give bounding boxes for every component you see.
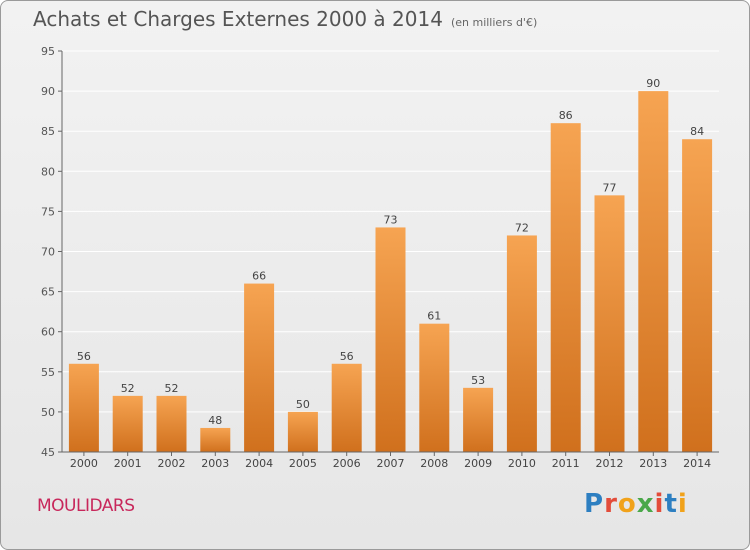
x-tick-label: 2010 [508,457,536,470]
logo-letter: o [617,489,637,519]
bar-2011 [550,123,581,453]
bar-2014 [682,139,713,452]
bar-2009 [463,387,494,452]
bar-2010 [506,235,537,452]
y-tick-label: 80 [41,165,55,178]
bar-2008 [419,323,450,452]
y-tick-label: 55 [41,366,55,379]
data-label: 56 [340,350,354,363]
x-tick-label: 2000 [70,457,98,470]
data-label: 53 [471,374,485,387]
bar-2013 [638,91,669,452]
x-tick-label: 2004 [245,457,273,470]
chart-title: Achats et Charges Externes 2000 à 2014 (e… [33,7,537,31]
data-label: 86 [559,109,573,122]
data-label: 50 [296,398,310,411]
bar-2006 [331,363,362,452]
title-text: Achats et Charges Externes 2000 à 2014 [33,7,443,31]
unit-label: (en milliers d'€) [450,16,538,29]
x-tick-label: 2002 [158,457,186,470]
x-tick-label: 2005 [289,457,317,470]
y-tick-label: 60 [41,326,55,339]
x-tick-label: 2003 [201,457,229,470]
bar-2000 [68,363,99,452]
x-tick-label: 2006 [333,457,361,470]
bar-2003 [200,427,231,452]
place-name: MOULIDARS [37,496,135,516]
x-tick-label: 2009 [464,457,492,470]
proxiti-logo[interactable]: Proxiti [584,489,688,519]
data-label: 61 [427,310,441,323]
x-tick-label: 2014 [683,457,711,470]
axes [58,50,719,456]
bar-2002 [156,395,187,452]
data-label: 77 [603,181,617,194]
data-label: 48 [208,414,222,427]
logo-letter: x [636,489,655,519]
y-tick-label: 45 [41,446,55,459]
data-label: 72 [515,221,529,234]
labels: 45 50 55 60 65 70 75 80 85 90 95 56 2000 52 2001 52 2002… [41,45,711,470]
y-tick-label: 85 [41,125,55,138]
bar-2012 [594,195,625,453]
logo-letter: P [584,489,605,519]
y-tick-label: 50 [41,406,55,419]
bar-2005 [287,411,318,452]
y-tick-label: 95 [41,45,55,58]
bar-2007 [375,227,406,452]
bar-2001 [112,395,143,452]
data-label: 90 [646,77,660,90]
bar-2004 [244,283,275,452]
data-label: 73 [384,213,398,226]
y-tick-label: 70 [41,246,55,259]
x-tick-label: 2013 [639,457,667,470]
x-tick-label: 2011 [552,457,580,470]
x-tick-label: 2008 [420,457,448,470]
data-label: 52 [165,382,179,395]
logo-letter: t [664,489,678,519]
y-tick-label: 90 [41,85,55,98]
y-tick-label: 65 [41,286,55,299]
x-tick-label: 2007 [377,457,405,470]
data-label: 56 [77,350,91,363]
logo-letter: i [654,489,665,519]
x-tick-label: 2001 [114,457,142,470]
data-label: 52 [121,382,135,395]
logo-letter: r [604,489,618,519]
y-tick-label: 75 [41,205,55,218]
data-label: 84 [690,125,704,138]
logo-letter: i [677,489,688,519]
x-tick-label: 2012 [596,457,624,470]
bars [68,91,713,453]
data-label: 66 [252,270,266,283]
